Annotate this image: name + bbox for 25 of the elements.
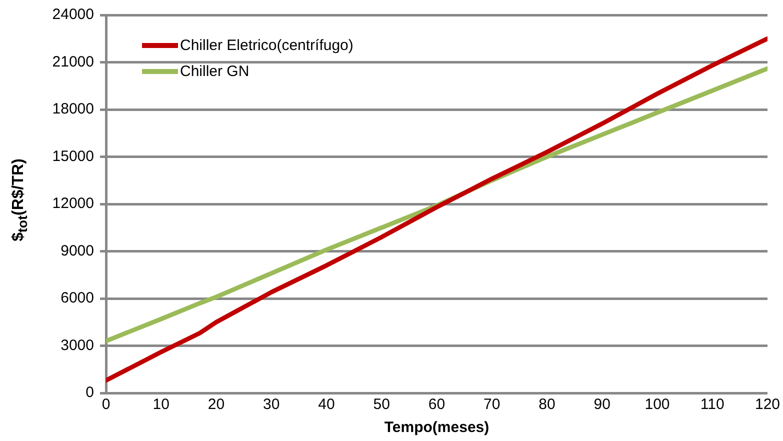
- x-tick-label: 50: [373, 396, 390, 414]
- x-tick-label: 30: [263, 396, 280, 414]
- x-tick-label: 80: [538, 396, 556, 414]
- x-tick-label: 120: [754, 396, 780, 414]
- x-tick-label: 20: [208, 396, 225, 414]
- y-tick-label: 3000: [60, 336, 94, 354]
- y-tick-label: 18000: [52, 100, 94, 118]
- x-tick-label: 10: [152, 396, 170, 414]
- legend-label: Chiller Eletrico(centrífugo): [180, 36, 354, 54]
- legend-label: Chiller GN: [180, 62, 250, 80]
- x-tick-label: 0: [102, 396, 110, 414]
- y-tick-label: 21000: [52, 53, 94, 70]
- x-axis-title: Tempo(meses): [384, 419, 490, 436]
- x-tick-label: 40: [318, 396, 335, 414]
- x-tick-label: 70: [484, 396, 500, 414]
- x-tick-label: 90: [594, 396, 610, 414]
- y-tick-label: 12000: [52, 195, 94, 212]
- y-tick-label: 0: [86, 384, 94, 402]
- x-tick-label: 110: [700, 396, 724, 414]
- x-tick-label: 60: [428, 396, 446, 414]
- x-tick-label: 100: [644, 396, 670, 414]
- y-tick-label: 24000: [52, 6, 94, 24]
- y-tick-label: 15000: [52, 148, 94, 165]
- y-tick-label: 6000: [60, 290, 94, 307]
- y-tick-label: 9000: [60, 242, 94, 260]
